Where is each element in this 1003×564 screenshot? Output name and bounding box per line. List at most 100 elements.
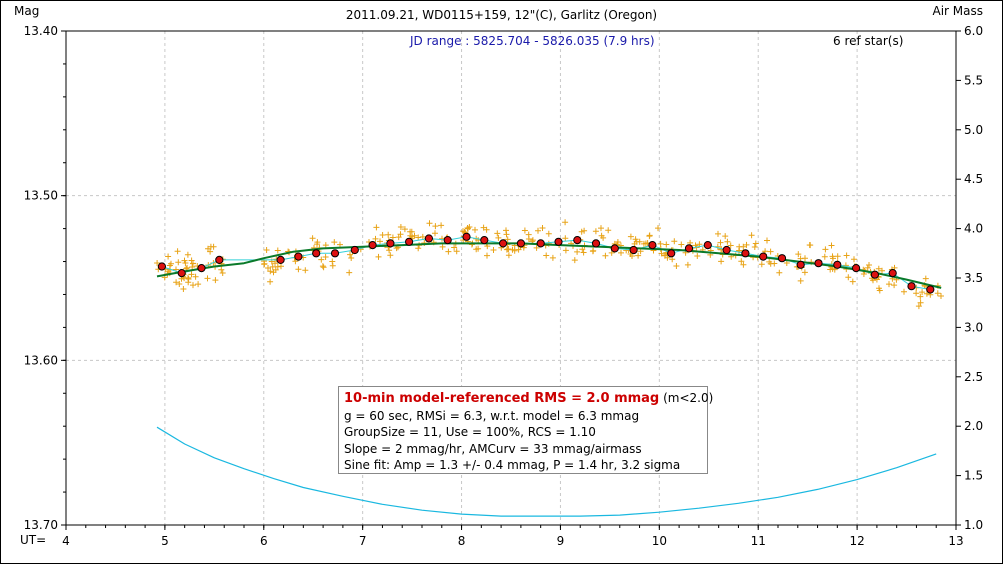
- raw-point: [919, 289, 926, 296]
- binned-point: [516, 239, 526, 248]
- binned-point: [648, 241, 657, 250]
- raw-point: [261, 260, 268, 267]
- raw-point: [581, 227, 588, 234]
- raw-point: [657, 240, 664, 247]
- raw-point: [453, 248, 460, 255]
- raw-point: [913, 290, 920, 297]
- raw-point: [274, 247, 281, 254]
- binned-point: [907, 282, 916, 291]
- binned-point: [759, 252, 768, 261]
- raw-point: [529, 237, 536, 244]
- binned-point: [667, 249, 676, 258]
- raw-point: [629, 253, 635, 259]
- raw-point: [212, 277, 219, 284]
- raw-point: [934, 290, 941, 297]
- raw-point: [309, 235, 316, 242]
- binned-point: [215, 255, 224, 264]
- raw-point: [505, 246, 512, 252]
- raw-point: [718, 258, 725, 265]
- raw-point: [397, 224, 404, 230]
- x-tick-label: 10: [652, 534, 667, 548]
- raw-point: [797, 255, 804, 262]
- raw-point: [535, 227, 541, 234]
- raw-point: [646, 233, 653, 240]
- stats-line-5: Sine fit: Amp = 1.3 +/- 0.4 mmag, P = 1.…: [344, 458, 681, 472]
- raw-point: [173, 279, 180, 286]
- raw-point: [401, 226, 408, 233]
- raw-point: [495, 234, 502, 241]
- binned-point: [796, 260, 805, 269]
- binned-point: [276, 255, 285, 264]
- raw-point: [549, 254, 556, 261]
- raw-point: [182, 260, 189, 266]
- binned-point: [926, 285, 935, 294]
- raw-point: [204, 275, 211, 282]
- raw-point: [189, 264, 196, 270]
- raw-point: [834, 253, 841, 260]
- binned-point: [852, 264, 861, 273]
- raw-point: [879, 267, 885, 274]
- raw-point: [480, 224, 487, 231]
- raw-point: [658, 250, 665, 257]
- raw-point: [511, 247, 518, 254]
- raw-point: [473, 246, 480, 253]
- raw-point: [635, 252, 642, 259]
- jd-range: JD range : 5825.704 - 5826.035 (7.9 hrs): [410, 34, 655, 48]
- y2-tick-label: 5.0: [964, 123, 983, 137]
- binned-point: [386, 239, 395, 248]
- raw-point: [533, 244, 540, 251]
- raw-point: [671, 238, 678, 245]
- raw-point: [320, 264, 327, 271]
- binned-point: [573, 236, 582, 245]
- raw-point: [175, 259, 182, 266]
- raw-point: [267, 268, 274, 275]
- binned-point: [330, 249, 340, 258]
- raw-point: [184, 264, 191, 271]
- raw-point: [776, 269, 783, 276]
- raw-point: [886, 281, 892, 288]
- raw-point: [724, 238, 731, 245]
- raw-point: [190, 282, 196, 289]
- raw-point: [377, 238, 383, 245]
- binned-point: [368, 241, 377, 250]
- y-tick-label: 13.70: [24, 518, 58, 532]
- raw-point: [319, 263, 326, 270]
- raw-point: [188, 271, 195, 278]
- raw-point: [322, 242, 329, 249]
- raw-point: [748, 232, 755, 239]
- raw-point: [722, 233, 729, 240]
- raw-point: [165, 268, 172, 275]
- raw-point: [938, 293, 944, 299]
- raw-point: [684, 261, 691, 268]
- raw-point: [751, 244, 758, 250]
- raw-point: [373, 224, 380, 231]
- y2-tick-label: 5.5: [964, 73, 983, 87]
- raw-point: [845, 274, 852, 281]
- binned-point: [499, 239, 508, 248]
- binned-point: [684, 244, 694, 253]
- raw-point: [758, 261, 765, 268]
- raw-point: [797, 277, 804, 284]
- raw-point: [372, 235, 379, 242]
- x-tick-label: 5: [161, 534, 169, 548]
- raw-point: [673, 263, 680, 269]
- x-tick-label: 11: [751, 534, 766, 548]
- y2-tick-label: 2.5: [964, 370, 983, 384]
- raw-point: [389, 234, 396, 241]
- stats-line-3: GroupSize = 11, Use = 100%, RCS = 1.10: [344, 425, 596, 439]
- raw-point: [891, 282, 898, 289]
- raw-point: [154, 260, 161, 266]
- raw-point: [415, 245, 422, 252]
- raw-point: [828, 242, 835, 249]
- raw-point: [439, 243, 446, 250]
- stats-line-4: Slope = 2 mmag/hr, AMCurv = 33 mmag/airm…: [344, 441, 642, 456]
- raw-point: [618, 249, 624, 256]
- raw-point: [265, 265, 271, 271]
- raw-point: [432, 230, 438, 237]
- raw-point: [860, 271, 867, 277]
- raw-point: [451, 244, 458, 251]
- raw-point: [525, 231, 532, 238]
- raw-point: [589, 248, 596, 255]
- raw-point: [322, 254, 329, 260]
